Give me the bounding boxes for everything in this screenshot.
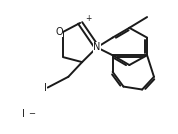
Text: −: − bbox=[28, 109, 35, 118]
Text: O: O bbox=[55, 27, 63, 37]
Text: I: I bbox=[22, 109, 25, 119]
Text: I: I bbox=[44, 83, 46, 93]
Text: +: + bbox=[85, 14, 91, 23]
Text: N: N bbox=[93, 42, 101, 52]
